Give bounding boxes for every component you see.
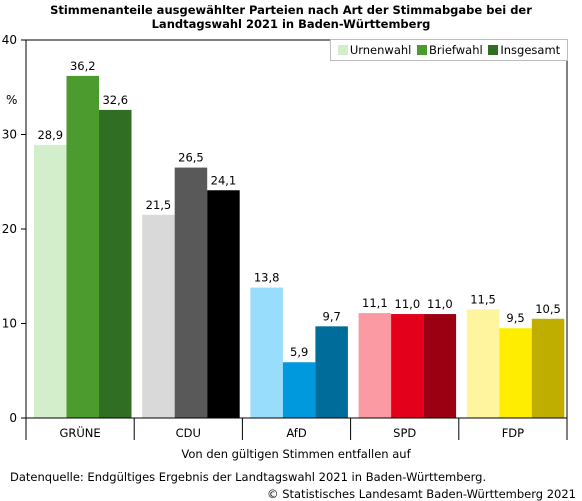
legend-label-briefwahl: Briefwahl: [429, 43, 483, 57]
legend-swatch-urnenwahl: [337, 45, 348, 55]
legend-label-insgesamt: Insgesamt: [500, 43, 561, 57]
category-label-afd: AfD: [286, 426, 307, 440]
data-label-fdp-insgesamt: 10,5: [535, 302, 561, 316]
bar-grüne-insgesamt: [99, 109, 132, 419]
data-label-cdu-insgesamt: 24,1: [211, 173, 237, 187]
data-label-spd-insgesamt: 11,0: [427, 297, 453, 311]
data-label-spd-briefwahl: 11,0: [395, 297, 421, 311]
data-label-afd-urnenwahl: 13,8: [254, 271, 280, 285]
legend-swatch-insgesamt: [488, 45, 499, 55]
category-label-fdp: FDP: [502, 426, 524, 440]
data-label-cdu-briefwahl: 26,5: [178, 151, 204, 165]
y-axis-label: %: [6, 93, 17, 107]
copyright-note: © Statistisches Landesamt Baden-Württemb…: [267, 487, 576, 501]
bar-afd-urnenwahl: [250, 287, 283, 418]
bar-spd-urnenwahl: [358, 313, 392, 418]
bar-cdu-urnenwahl: [142, 214, 175, 418]
legend-item-insgesamt: Insgesamt: [488, 43, 560, 57]
x-axis-label: Von den gültigen Stimmen entfallen auf: [181, 447, 411, 461]
bar-grüne-briefwahl: [66, 75, 99, 418]
bar-spd-briefwahl: [391, 314, 424, 418]
bar-fdp-urnenwahl: [466, 309, 500, 418]
data-label-grüne-briefwahl: 36,2: [70, 59, 96, 73]
bar-grüne-urnenwahl: [34, 144, 67, 418]
bar-cdu-briefwahl: [174, 167, 208, 418]
category-label-cdu: CDU: [176, 426, 201, 440]
y-tick-label: 20: [2, 222, 17, 236]
source-note: Datenquelle: Endgültiges Ergebnis der La…: [10, 470, 487, 484]
legend-item-urnenwahl: Urnenwahl: [337, 43, 412, 57]
bar-fdp-briefwahl: [499, 328, 532, 418]
y-tick-label: 40: [2, 33, 17, 47]
legend-item-briefwahl: Briefwahl: [417, 43, 483, 57]
chart-title-line-1: Stimmenanteile ausgewählter Parteien nac…: [50, 3, 532, 17]
category-label-spd: SPD: [393, 426, 416, 440]
legend: Urnenwahl Briefwahl Insgesamt: [330, 39, 568, 61]
chart-title-line-2: Landtagswahl 2021 in Baden-Württemberg: [151, 17, 431, 31]
y-tick-label: 10: [2, 317, 17, 331]
y-tick-label: 30: [2, 128, 17, 142]
data-label-fdp-briefwahl: 9,5: [506, 311, 524, 325]
category-label-grüne: GRÜNE: [59, 424, 100, 440]
data-label-grüne-insgesamt: 32,6: [102, 93, 128, 107]
data-label-afd-insgesamt: 9,7: [323, 309, 341, 323]
data-label-cdu-urnenwahl: 21,5: [146, 198, 172, 212]
data-label-fdp-urnenwahl: 11,5: [470, 292, 496, 306]
bar-spd-insgesamt: [423, 314, 457, 418]
legend-label-urnenwahl: Urnenwahl: [349, 43, 412, 57]
bar-fdp-insgesamt: [531, 318, 565, 418]
legend-swatch-briefwahl: [417, 45, 428, 55]
bar-afd-insgesamt: [315, 326, 348, 418]
data-label-spd-urnenwahl: 11,1: [362, 296, 388, 310]
bar-cdu-insgesamt: [207, 190, 240, 418]
bar-afd-briefwahl: [282, 362, 316, 418]
data-label-grüne-urnenwahl: 28,9: [37, 128, 63, 142]
chart-title: Stimmenanteile ausgewählter Parteien nac…: [0, 3, 582, 31]
data-label-afd-briefwahl: 5,9: [290, 345, 308, 359]
y-tick-label: 0: [9, 411, 17, 425]
